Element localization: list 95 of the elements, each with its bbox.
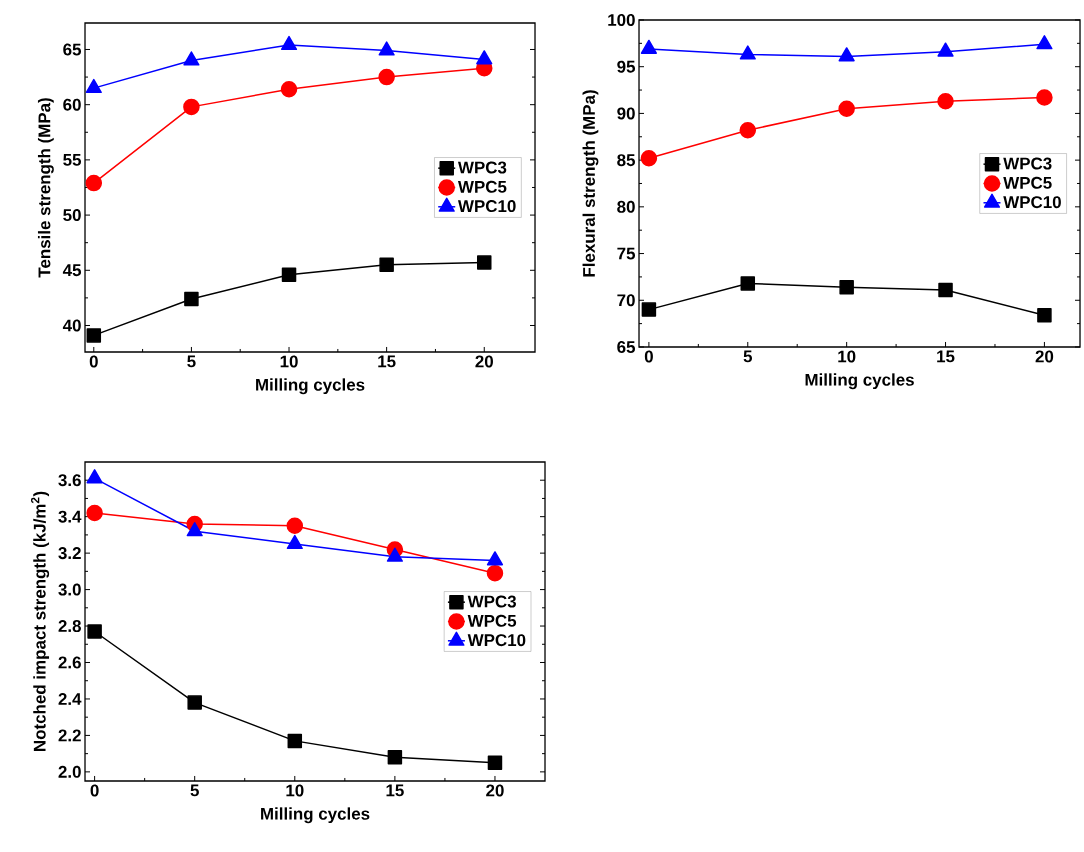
point: [183, 98, 200, 116]
point: [486, 564, 504, 582]
y-tick-label: 45: [62, 264, 82, 277]
y-tick-label: 2.2: [58, 729, 81, 742]
point: [641, 302, 657, 317]
y-tick-label: 75: [617, 247, 636, 260]
x-tick-label: 15: [386, 784, 404, 797]
point: [938, 282, 953, 298]
x-tick-label: 20: [486, 784, 504, 797]
x-tick-label: 5: [743, 350, 753, 363]
point: [1036, 35, 1053, 50]
legend-label: WPC5: [457, 180, 507, 193]
y-tick-label: 2.0: [58, 765, 81, 778]
point: [739, 45, 756, 60]
y-tick-label: 2.6: [58, 656, 81, 669]
point: [386, 547, 403, 562]
point: [287, 733, 303, 749]
y-tick-label: 55: [63, 153, 82, 166]
point: [85, 174, 103, 192]
point: [280, 35, 298, 51]
point: [937, 42, 954, 57]
legend-label: WPC5: [1003, 176, 1052, 189]
point: [378, 68, 395, 86]
point: [184, 291, 199, 307]
x-tick-label: 0: [89, 355, 98, 368]
x-tick-label: 20: [475, 355, 493, 368]
y-tick-label: 3.4: [58, 510, 82, 523]
point: [739, 121, 757, 139]
point: [839, 279, 854, 295]
point: [740, 276, 756, 291]
point: [85, 78, 102, 94]
legend-label: WPC3: [457, 161, 507, 174]
point: [280, 80, 298, 98]
x-axis-title: Milling cycles: [805, 373, 914, 390]
y-tick-label: 65: [617, 340, 636, 353]
x-tick-label: 0: [90, 784, 99, 797]
point: [187, 695, 202, 710]
legend-label: WPC3: [1003, 157, 1052, 170]
point: [640, 39, 658, 54]
x-tick-label: 0: [644, 350, 653, 363]
x-axis-title: Milling cycles: [256, 378, 365, 395]
point: [379, 257, 394, 273]
point: [1037, 307, 1052, 323]
point: [477, 255, 492, 270]
y-axis-title: Tensile strength (MPa): [37, 98, 54, 278]
point: [286, 534, 303, 550]
y-tick-label: 100: [608, 13, 635, 26]
point: [487, 755, 503, 771]
x-tick-label: 5: [190, 784, 199, 797]
legend-label: WPC10: [457, 200, 516, 213]
x-tick-label: 15: [937, 350, 955, 363]
y-tick-label: 3.6: [58, 474, 81, 487]
y-tick-label: 40: [62, 319, 81, 332]
point: [186, 522, 203, 537]
point: [387, 750, 403, 765]
x-tick-label: 5: [187, 355, 196, 368]
legend-label: WPC3: [467, 595, 516, 608]
point: [86, 469, 103, 484]
y-tick-label: 85: [617, 154, 636, 167]
y-tick-label: 50: [63, 209, 81, 222]
y-tick-label: 60: [63, 98, 81, 111]
point: [476, 50, 493, 65]
x-tick-label: 10: [838, 350, 856, 363]
point: [86, 328, 102, 343]
y-tick-label: 90: [617, 107, 635, 120]
legend-label: WPC10: [467, 634, 526, 647]
y-axis-title: Flexural strength (MPa): [582, 90, 599, 277]
point: [1036, 89, 1053, 106]
y-tick-label: 65: [63, 43, 82, 56]
y-axis-title: Notched impact strength (kJ/m$^{2}$): [30, 491, 50, 751]
x-tick-label: 10: [286, 784, 304, 797]
point: [87, 624, 102, 639]
point: [86, 504, 103, 522]
x-axis-title: Milling cycles: [261, 807, 370, 824]
point: [486, 551, 504, 566]
point: [286, 517, 304, 535]
point: [183, 51, 200, 66]
y-tick-label: 3.2: [58, 547, 81, 560]
x-tick-label: 20: [1035, 350, 1054, 363]
point: [838, 47, 855, 62]
point: [281, 267, 297, 282]
y-tick-label: 3.0: [58, 583, 81, 596]
point: [378, 41, 395, 56]
y-tick-label: 2.4: [58, 693, 82, 705]
legend-label: WPC10: [1003, 196, 1061, 209]
point: [640, 150, 658, 167]
point: [838, 100, 855, 117]
y-tick-label: 70: [617, 294, 635, 307]
y-tick-label: 2.8: [58, 620, 81, 633]
x-tick-label: 15: [378, 355, 396, 368]
legend-label: WPC5: [467, 614, 517, 627]
y-tick-label: 95: [617, 60, 636, 73]
x-tick-label: 10: [280, 355, 298, 368]
y-tick-label: 80: [617, 200, 635, 213]
point: [937, 93, 954, 110]
